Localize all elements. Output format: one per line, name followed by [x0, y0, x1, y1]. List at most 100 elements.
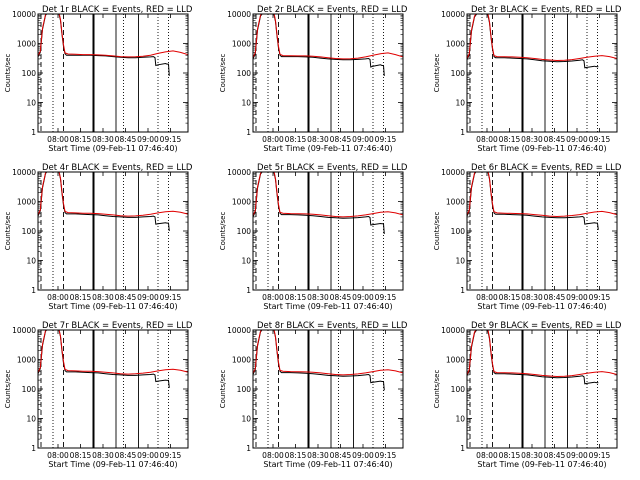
chart-panel-2: Det 2r BLACK = Events, RED = LLD Counts/s…: [219, 5, 408, 153]
y-tick-label: 1: [246, 128, 251, 137]
x-tick-label: 08:45: [330, 135, 352, 144]
chart-title: Det 9r BLACK = Events, RED = LLD: [471, 321, 622, 331]
chart-panel-1: Det 1r BLACK = Events, RED = LLD Counts/s…: [4, 5, 193, 153]
y-tick-label: 1: [246, 444, 251, 453]
x-tick-label: 09:00: [137, 135, 159, 144]
series-line-lld: [467, 172, 617, 218]
y-tick-label: 10000: [441, 10, 465, 19]
x-tick-label: 08:00: [47, 293, 69, 302]
y-tick-label: 100: [451, 385, 466, 394]
y-axis-label: Counts/sec: [219, 54, 227, 93]
y-tick-label: 1000: [446, 40, 465, 49]
x-tick-label: 08:30: [521, 451, 543, 460]
x-axis-label: Start Time (09-Feb-11 07:46:40): [263, 460, 392, 469]
series-line-lld: [467, 14, 617, 62]
x-axis-label: Start Time (09-Feb-11 07:46:40): [477, 144, 606, 153]
series-line-lld: [253, 330, 403, 376]
y-tick-label: 10: [241, 99, 251, 108]
y-tick-label: 10: [241, 257, 251, 266]
plot-frame: [466, 329, 618, 449]
series-line-lld: [38, 172, 188, 217]
series-line-events: [253, 330, 385, 391]
x-tick-label: 08:00: [47, 451, 69, 460]
y-tick-label: 1: [31, 444, 36, 453]
x-tick-label: 08:15: [70, 293, 92, 302]
x-tick-label: 08:45: [115, 293, 137, 302]
x-tick-label: 08:30: [307, 293, 329, 302]
x-tick-label: 09:15: [160, 135, 182, 144]
x-tick-label: 08:30: [521, 135, 543, 144]
y-tick-label: 10: [455, 415, 465, 424]
x-tick-label: 09:15: [375, 451, 397, 460]
chart-panel-6: Det 6r BLACK = Events, RED = LLD Counts/s…: [433, 163, 622, 311]
x-axis-label: Start Time (09-Feb-11 07:46:40): [263, 302, 392, 311]
y-tick-label: 1: [31, 128, 36, 137]
y-tick-label: 10: [455, 257, 465, 266]
chart-title: Det 6r BLACK = Events, RED = LLD: [471, 163, 622, 173]
x-axis-label: Start Time (09-Feb-11 07:46:40): [477, 460, 606, 469]
chart-title: Det 2r BLACK = Events, RED = LLD: [257, 5, 408, 15]
y-tick-label: 1: [460, 444, 465, 453]
y-tick-label: 1: [460, 128, 465, 137]
x-tick-label: 09:15: [375, 135, 397, 144]
y-tick-label: 100: [237, 69, 252, 78]
chart-panel-8: Det 8r BLACK = Events, RED = LLD Counts/s…: [219, 321, 408, 469]
y-axis-label: Counts/sec: [433, 54, 441, 93]
y-axis-label: Counts/sec: [433, 370, 441, 409]
y-tick-label: 100: [451, 69, 466, 78]
series-line-lld: [253, 172, 403, 218]
x-tick-label: 09:00: [352, 293, 374, 302]
x-tick-label: 08:15: [285, 135, 307, 144]
y-tick-label: 10: [241, 415, 251, 424]
x-tick-label: 08:45: [115, 135, 137, 144]
x-tick-label: 08:15: [70, 135, 92, 144]
series-line-events: [38, 330, 170, 388]
series-line-events: [253, 172, 385, 234]
x-tick-label: 08:45: [330, 293, 352, 302]
y-tick-label: 10000: [441, 168, 465, 177]
x-tick-label: 08:00: [262, 135, 284, 144]
x-tick-label: 09:15: [375, 293, 397, 302]
x-tick-label: 08:00: [476, 451, 498, 460]
x-tick-label: 09:00: [566, 451, 588, 460]
y-tick-label: 1: [460, 286, 465, 295]
y-tick-label: 10000: [12, 10, 36, 19]
x-tick-label: 08:00: [476, 293, 498, 302]
plot-frame: [466, 171, 618, 291]
series-line-events: [467, 14, 599, 69]
plot-frame: [252, 171, 404, 291]
x-tick-label: 08:00: [476, 135, 498, 144]
chart-panel-3: Det 3r BLACK = Events, RED = LLD Counts/s…: [433, 5, 622, 153]
x-tick-label: 09:00: [566, 293, 588, 302]
x-axis-label: Start Time (09-Feb-11 07:46:40): [48, 460, 177, 469]
x-axis-label: Start Time (09-Feb-11 07:46:40): [48, 302, 177, 311]
chart-panel-4: Det 4r BLACK = Events, RED = LLD Counts/s…: [4, 163, 193, 311]
x-tick-label: 08:00: [262, 293, 284, 302]
y-axis-label: Counts/sec: [4, 370, 12, 409]
chart-title: Det 5r BLACK = Events, RED = LLD: [257, 163, 408, 173]
series-line-lld: [467, 330, 617, 378]
y-tick-label: 100: [22, 227, 37, 236]
series-line-events: [467, 172, 599, 230]
x-tick-label: 08:30: [92, 293, 114, 302]
chart-title: Det 4r BLACK = Events, RED = LLD: [42, 163, 193, 173]
plot-frame: [37, 329, 189, 449]
x-tick-label: 09:15: [160, 293, 182, 302]
x-tick-label: 09:00: [137, 293, 159, 302]
x-tick-label: 08:15: [499, 451, 521, 460]
y-axis-label: Counts/sec: [219, 370, 227, 409]
x-tick-label: 08:45: [330, 451, 352, 460]
x-tick-label: 08:45: [544, 135, 566, 144]
y-tick-label: 100: [22, 69, 37, 78]
y-tick-label: 100: [451, 227, 466, 236]
plot-frame: [466, 13, 618, 133]
x-tick-label: 09:00: [566, 135, 588, 144]
y-tick-label: 100: [22, 385, 37, 394]
x-tick-label: 08:15: [285, 451, 307, 460]
y-tick-label: 10000: [227, 10, 251, 19]
chart-panel-7: Det 7r BLACK = Events, RED = LLD Counts/s…: [4, 321, 193, 469]
chart-panel-5: Det 5r BLACK = Events, RED = LLD Counts/s…: [219, 163, 408, 311]
x-tick-label: 09:00: [352, 451, 374, 460]
y-tick-label: 1000: [232, 356, 251, 365]
series-line-lld: [38, 14, 188, 58]
